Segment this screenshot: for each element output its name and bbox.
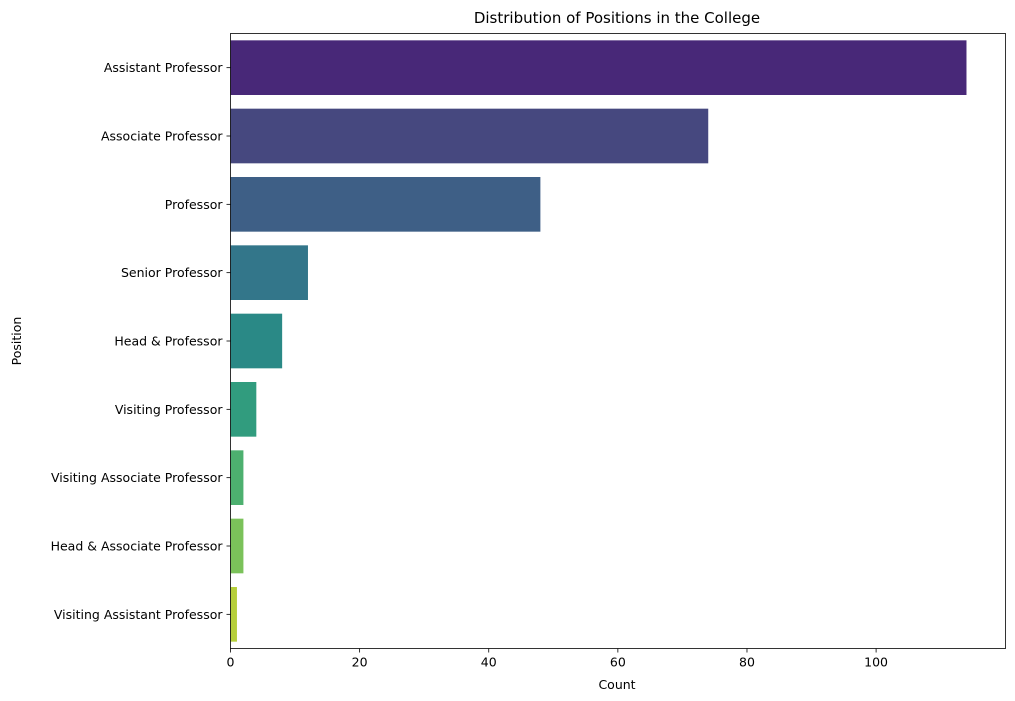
y-axis-label: Position [9,317,24,366]
bar [230,587,237,642]
y-tick-label: Visiting Associate Professor [51,470,223,485]
bar [230,313,283,369]
y-tick-label: Professor [165,197,224,212]
x-tick-label: 20 [352,655,368,670]
y-tick-label: Associate Professor [101,129,223,144]
bar [230,40,967,95]
x-axis-label: Count [598,677,635,692]
y-tick-label: Head & Associate Professor [51,539,224,554]
bar [230,382,257,437]
bar [230,108,709,164]
x-tick-label: 0 [227,655,235,670]
x-axis-ticks: 0 20 40 60 80 100 [227,648,888,670]
bar [230,245,308,300]
y-tick-label: Head & Professor [114,334,223,349]
y-tick-label: Visiting Professor [115,402,224,417]
plot-frame [230,33,1006,649]
x-tick-label: 80 [739,655,755,670]
x-tick-label: 60 [610,655,626,670]
bar [230,518,244,574]
bar [230,450,244,505]
bars [230,40,967,642]
y-tick-label: Visiting Assistant Professor [54,607,223,622]
x-tick-label: 100 [864,655,888,670]
chart-title: Distribution of Positions in the College [474,9,760,27]
x-tick-label: 40 [481,655,497,670]
y-tick-label: Senior Professor [121,265,223,280]
y-tick-label: Assistant Professor [104,60,224,75]
bar [230,177,541,232]
y-axis-ticks: Assistant Professor Associate Professor Pr… [51,60,231,622]
